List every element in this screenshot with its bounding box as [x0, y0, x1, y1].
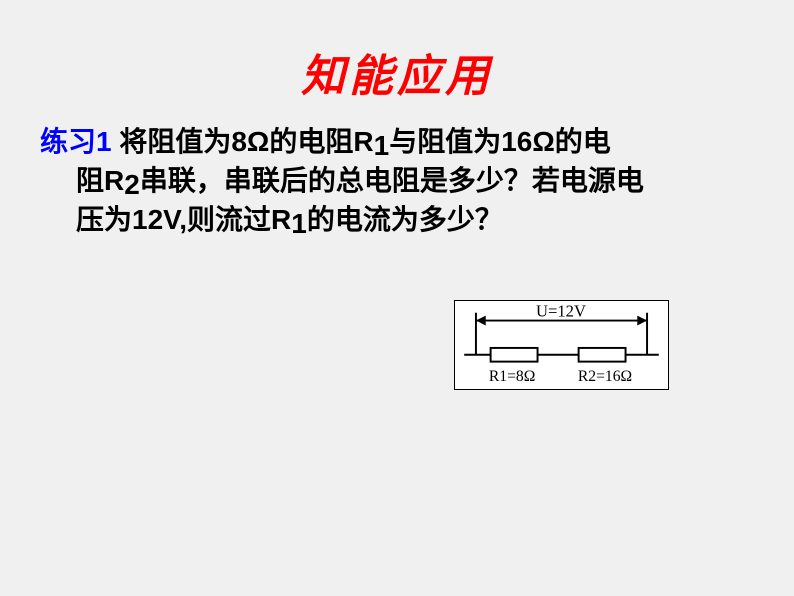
text-6: 的电流为多少？ — [307, 204, 503, 235]
resistor-r1 — [491, 348, 538, 362]
text-2: 与阻值为16Ω的电 — [389, 126, 611, 157]
exercise-block: 练习1 将阻值为8Ω的电阻R1与阻值为16Ω的电 阻R2串联，串联后的总电阻是多… — [40, 124, 754, 242]
r1-label: R1=8Ω — [489, 368, 535, 385]
text-3: 阻R — [76, 165, 124, 196]
text-4: 串联，串联后的总电阻是多少？若电源电 — [140, 165, 644, 196]
subscript-2: 2 — [124, 169, 140, 200]
text-5: 压为12V,则流过R — [76, 204, 291, 235]
title-container: 知能应用 — [0, 0, 794, 114]
resistor-r2 — [579, 348, 626, 362]
exercise-label: 练习1 — [40, 126, 112, 157]
page-title: 知能应用 — [301, 52, 493, 101]
subscript-3: 1 — [291, 209, 307, 240]
content-area: 练习1 将阻值为8Ω的电阻R1与阻值为16Ω的电 阻R2串联，串联后的总电阻是多… — [0, 114, 794, 242]
subscript-1: 1 — [374, 130, 390, 161]
arrow-left-icon — [476, 316, 486, 326]
circuit-svg: U=12V R1=8Ω R2=16Ω — [455, 301, 668, 389]
text-1: 将阻值为8Ω的电阻R — [112, 126, 374, 157]
r2-label: R2=16Ω — [578, 368, 632, 385]
arrow-right-icon — [637, 316, 647, 326]
voltage-label: U=12V — [536, 302, 586, 321]
circuit-diagram: U=12V R1=8Ω R2=16Ω — [454, 300, 669, 390]
